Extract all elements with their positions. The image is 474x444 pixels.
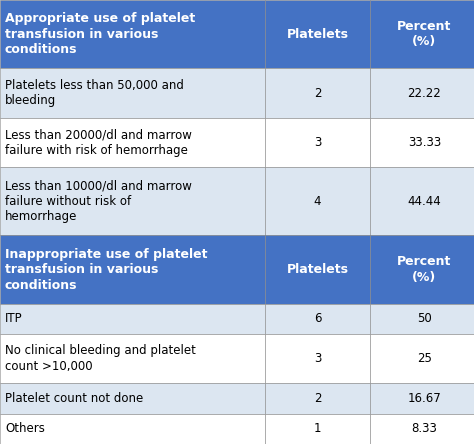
Text: 3: 3 (314, 136, 321, 149)
Bar (370, 414, 474, 444)
Bar (0, 304, 265, 334)
Bar (265, 334, 370, 383)
Bar (265, 304, 370, 334)
Bar (265, 414, 370, 444)
Bar (0, 383, 265, 414)
Bar (370, 235, 474, 304)
Text: 8.33: 8.33 (411, 422, 438, 436)
Text: 4: 4 (314, 195, 321, 208)
Text: Less than 10000/dl and marrow
failure without risk of
hemorrhage: Less than 10000/dl and marrow failure wi… (5, 179, 192, 223)
Bar (265, 68, 370, 118)
Text: 3: 3 (314, 352, 321, 365)
Text: ITP: ITP (5, 313, 23, 325)
Bar (0, 167, 265, 235)
Bar (0, 334, 265, 383)
Bar (265, 118, 370, 167)
Bar (370, 304, 474, 334)
Text: No clinical bleeding and platelet
count >10,000: No clinical bleeding and platelet count … (5, 345, 196, 373)
Text: 2: 2 (314, 392, 321, 405)
Text: 33.33: 33.33 (408, 136, 441, 149)
Text: 25: 25 (417, 352, 432, 365)
Text: Platelets: Platelets (286, 263, 348, 276)
Text: Percent
(%): Percent (%) (397, 255, 452, 284)
Bar (370, 118, 474, 167)
Bar (0, 68, 265, 118)
Bar (0, 0, 265, 68)
Text: Others: Others (5, 422, 45, 436)
Text: 22.22: 22.22 (408, 87, 441, 99)
Bar (265, 235, 370, 304)
Bar (0, 235, 265, 304)
Text: 50: 50 (417, 313, 432, 325)
Bar (0, 118, 265, 167)
Bar (370, 334, 474, 383)
Bar (265, 383, 370, 414)
Text: Less than 20000/dl and marrow
failure with risk of hemorrhage: Less than 20000/dl and marrow failure wi… (5, 128, 192, 157)
Bar (370, 0, 474, 68)
Bar (265, 0, 370, 68)
Text: Percent
(%): Percent (%) (397, 20, 452, 48)
Text: Inappropriate use of platelet
transfusion in various
conditions: Inappropriate use of platelet transfusio… (5, 248, 208, 292)
Bar (370, 167, 474, 235)
Bar (265, 167, 370, 235)
Text: Platelets less than 50,000 and
bleeding: Platelets less than 50,000 and bleeding (5, 79, 184, 107)
Text: 2: 2 (314, 87, 321, 99)
Bar (370, 383, 474, 414)
Text: 16.67: 16.67 (408, 392, 441, 405)
Text: 1: 1 (314, 422, 321, 436)
Text: 6: 6 (314, 313, 321, 325)
Text: Platelet count not done: Platelet count not done (5, 392, 143, 405)
Text: Appropriate use of platelet
transfusion in various
conditions: Appropriate use of platelet transfusion … (5, 12, 195, 56)
Text: Platelets: Platelets (286, 28, 348, 41)
Text: 44.44: 44.44 (408, 195, 441, 208)
Bar (370, 68, 474, 118)
Bar (0, 414, 265, 444)
